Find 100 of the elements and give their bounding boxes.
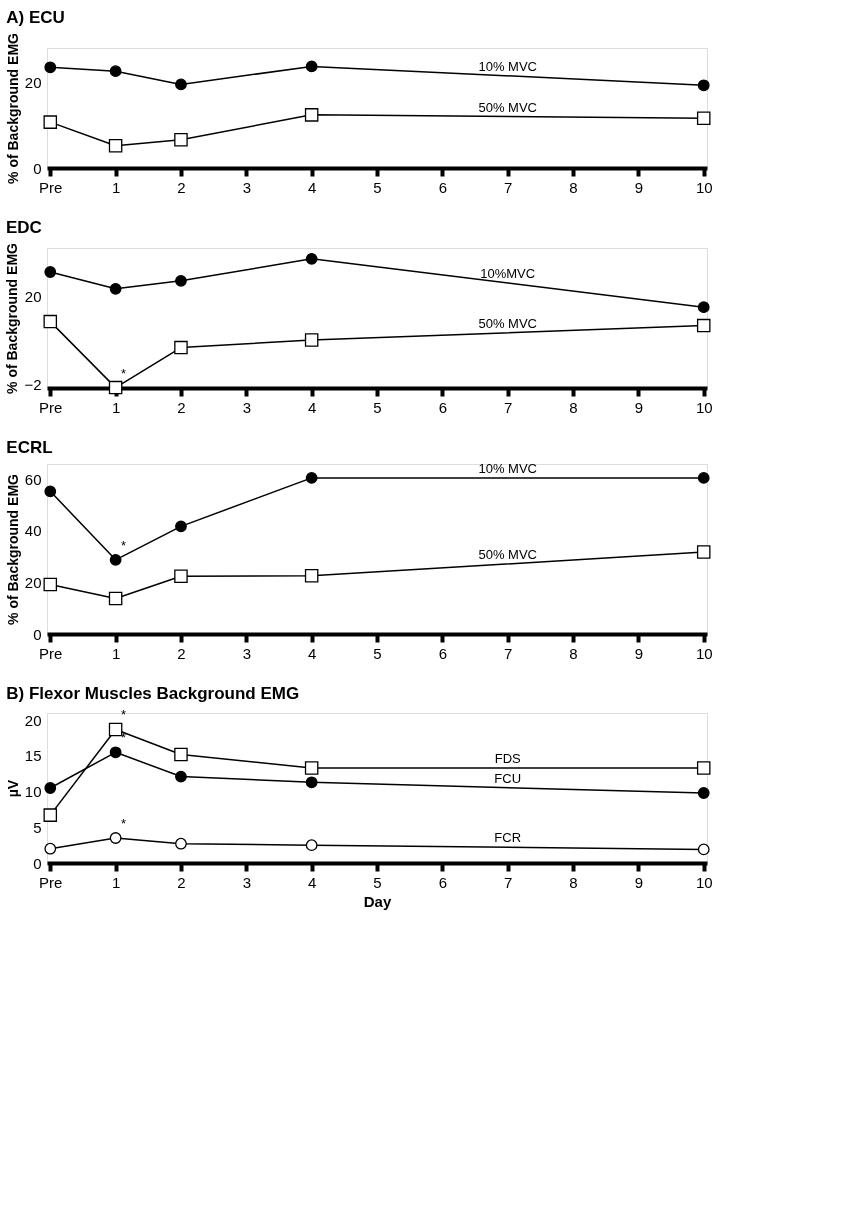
point [305,60,318,73]
point [109,832,122,844]
series-label: 50% MVC [478,99,537,115]
point [109,65,122,78]
x-tick-label: 1 [111,873,121,891]
x-tick-label: 6 [438,644,448,662]
series-label: 50% MVC [478,315,537,331]
point [175,837,187,850]
y-axis-title: % of Background EMG [4,473,21,625]
y-tick-label: 15 [24,747,42,765]
x-tick-label: 2 [177,644,186,662]
x-tick-label: 8 [569,398,578,416]
point [304,569,319,583]
x-tick-label: 10 [695,873,713,891]
x-tick-label: 5 [373,178,382,196]
x-tick-label: 6 [438,873,448,891]
point [174,132,188,147]
y-tick-label: −2 [24,375,42,393]
point [174,340,188,355]
x-tick-label: 3 [242,873,251,891]
point [109,282,122,295]
series-label: 10% MVC [478,58,537,74]
x-tick-label: 9 [634,873,644,891]
x-tick-label: 6 [438,398,448,416]
x-tick-label: 6 [438,178,448,196]
y-tick-label: 20 [24,573,42,591]
point [43,577,58,592]
point [175,520,187,533]
point [43,808,58,822]
x-tick-label: 4 [307,873,317,891]
point [108,380,123,395]
x-tick-label: 9 [634,644,644,662]
x-tick-label: 8 [569,644,578,662]
x-tick-label: 9 [634,398,644,416]
y-tick-label: 0 [33,625,42,643]
y-tick-label: 60 [24,470,42,488]
point [697,301,710,314]
annotation: * [121,816,127,831]
point [108,591,123,606]
x-tick-label: Pre [39,178,63,196]
y-axis-title: µV [4,779,21,798]
point [696,761,711,775]
y-tick-label: 5 [33,818,42,836]
series-label: FCR [494,830,522,846]
chart-title: A) ECU [6,7,65,27]
series-label: 10%MVC [480,266,536,281]
x-tick-label: 2 [177,178,186,196]
point [305,776,318,789]
point [175,78,187,91]
y-axis-title: % of Background EMG [4,242,21,394]
point [44,485,57,498]
x-tick-label: 8 [569,178,578,196]
x-tick-label: Pre [39,873,63,891]
annotation: * [121,365,127,381]
annotation: * [121,707,127,723]
point [697,843,710,856]
point [696,318,711,333]
point [108,138,123,153]
point [108,722,123,737]
x-tick-label: 10 [695,644,713,662]
point [43,115,58,129]
point [174,747,188,762]
x-tick-label: 9 [634,178,644,196]
y-tick-label: 0 [33,159,42,177]
x-tick-label: 5 [373,873,382,891]
x-tick-label: 4 [307,644,317,662]
x-tick-label: 7 [504,873,513,891]
x-tick-label: Pre [39,644,63,662]
y-tick-label: 0 [33,854,42,872]
y-tick-label: 20 [24,711,42,729]
y-tick-label: 40 [24,522,42,540]
x-tick-label: Pre [39,398,63,416]
point [696,545,711,559]
annotation: * [121,537,127,553]
point [44,61,57,74]
x-tick-label: 3 [242,178,251,196]
y-tick-label: 20 [24,73,42,91]
point [305,472,318,484]
annotation: * [121,730,127,746]
series-label: 10% MVC [478,460,537,476]
y-tick-label: 20 [24,287,42,305]
point [304,108,319,122]
point [305,252,318,265]
point [44,782,57,794]
point [109,553,122,566]
x-tick-label: 1 [111,398,121,416]
x-tick-label: 7 [504,644,513,662]
point [174,569,188,584]
x-tick-label: 5 [373,398,382,416]
point [175,770,187,783]
x-tick-label: 4 [307,178,317,196]
point [697,79,710,92]
point [44,842,57,855]
series-label: FCU [494,770,522,786]
point [109,746,122,759]
x-tick-label: 1 [111,644,121,662]
point [697,472,710,484]
point [305,839,318,852]
x-tick-label: 2 [177,873,186,891]
x-tick-label: 10 [695,178,713,196]
